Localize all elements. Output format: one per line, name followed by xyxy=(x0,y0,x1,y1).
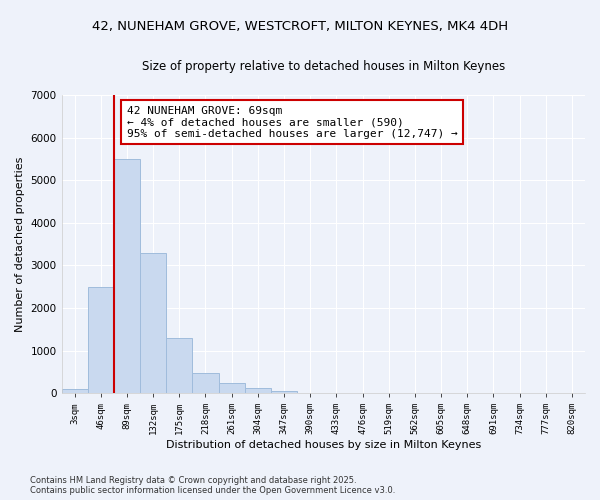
Bar xyxy=(245,388,271,393)
Title: Size of property relative to detached houses in Milton Keynes: Size of property relative to detached ho… xyxy=(142,60,505,73)
Bar xyxy=(88,286,114,393)
Text: Contains HM Land Registry data © Crown copyright and database right 2025.
Contai: Contains HM Land Registry data © Crown c… xyxy=(30,476,395,495)
Text: 42 NUNEHAM GROVE: 69sqm
← 4% of detached houses are smaller (590)
95% of semi-de: 42 NUNEHAM GROVE: 69sqm ← 4% of detached… xyxy=(127,106,458,139)
Bar xyxy=(62,389,88,393)
Bar xyxy=(114,159,140,393)
Bar xyxy=(218,384,245,393)
X-axis label: Distribution of detached houses by size in Milton Keynes: Distribution of detached houses by size … xyxy=(166,440,481,450)
Bar xyxy=(271,390,297,393)
Text: 42, NUNEHAM GROVE, WESTCROFT, MILTON KEYNES, MK4 4DH: 42, NUNEHAM GROVE, WESTCROFT, MILTON KEY… xyxy=(92,20,508,33)
Bar xyxy=(140,252,166,393)
Bar xyxy=(166,338,193,393)
Bar xyxy=(193,372,218,393)
Y-axis label: Number of detached properties: Number of detached properties xyxy=(15,156,25,332)
